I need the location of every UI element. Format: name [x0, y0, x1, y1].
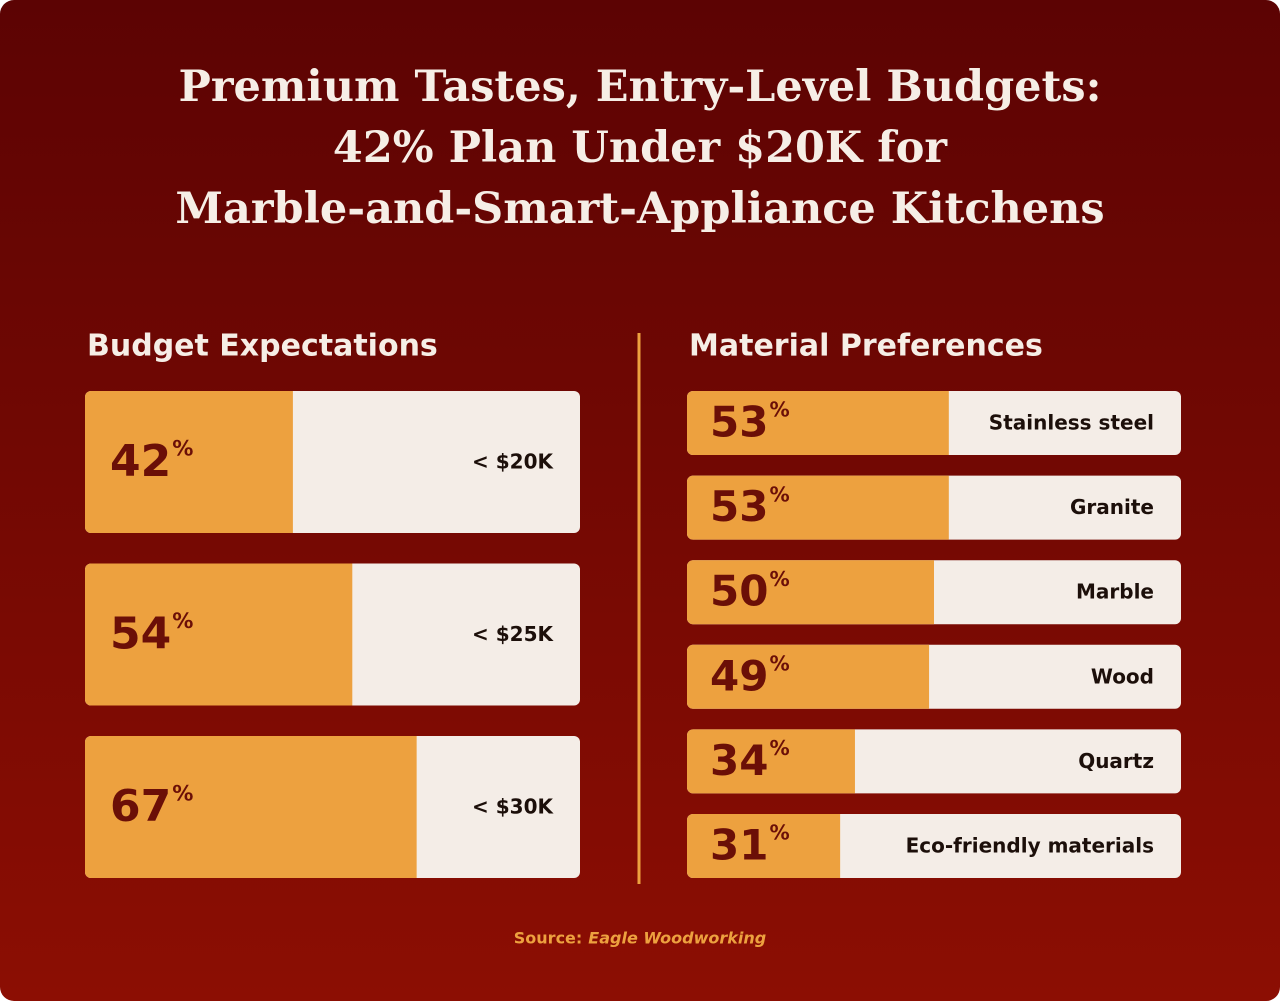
category-label: Granite [1070, 495, 1154, 519]
category-label: < $30K [472, 795, 554, 819]
value-unit: % [769, 652, 789, 676]
category-label: Marble [1076, 580, 1154, 604]
value-label: 67 [110, 781, 171, 832]
chart-subtitle: Material Preferences [689, 329, 1043, 364]
source: Eagle Woodworking [588, 929, 766, 948]
value-unit: % [769, 821, 789, 845]
value-unit: % [769, 567, 789, 591]
bar [85, 736, 417, 878]
value-label: 49 [710, 651, 768, 700]
category-label: Wood [1091, 664, 1154, 688]
category-label: Quartz [1078, 749, 1154, 773]
bar [687, 475, 949, 540]
category-label: < $25K [472, 622, 554, 646]
value-unit: % [172, 608, 193, 633]
bar [85, 563, 353, 706]
bar [687, 560, 934, 625]
title-line: Premium Tastes, Entry-Level Budgets: [179, 62, 1102, 112]
value-unit: % [769, 736, 789, 760]
value-label: 42 [110, 436, 171, 487]
value-label: 53 [710, 482, 768, 531]
value-unit: % [172, 781, 193, 806]
value-label: 54 [110, 609, 171, 660]
category-label: Stainless steel [989, 411, 1154, 435]
bar [687, 729, 855, 794]
bar [687, 391, 949, 455]
category-label: Eco-friendly materials [906, 834, 1154, 858]
value-label: 31 [710, 821, 768, 870]
value-label: 53 [710, 398, 768, 447]
chart-subtitle: Budget Expectations [87, 329, 438, 364]
source-label: Source: [514, 929, 583, 948]
category-label: < $20K [472, 450, 554, 474]
bar [687, 644, 930, 709]
value-label: 34 [710, 736, 768, 785]
value-unit: % [172, 436, 193, 461]
title-line: Marble-and-Smart-Appliance Kitchens [175, 184, 1104, 234]
bar [687, 814, 841, 878]
title-line: 42% Plan Under $20K for [333, 123, 949, 173]
value-label: 50 [710, 567, 768, 616]
value-unit: % [769, 482, 789, 506]
bar [85, 391, 293, 533]
value-unit: % [769, 398, 789, 422]
